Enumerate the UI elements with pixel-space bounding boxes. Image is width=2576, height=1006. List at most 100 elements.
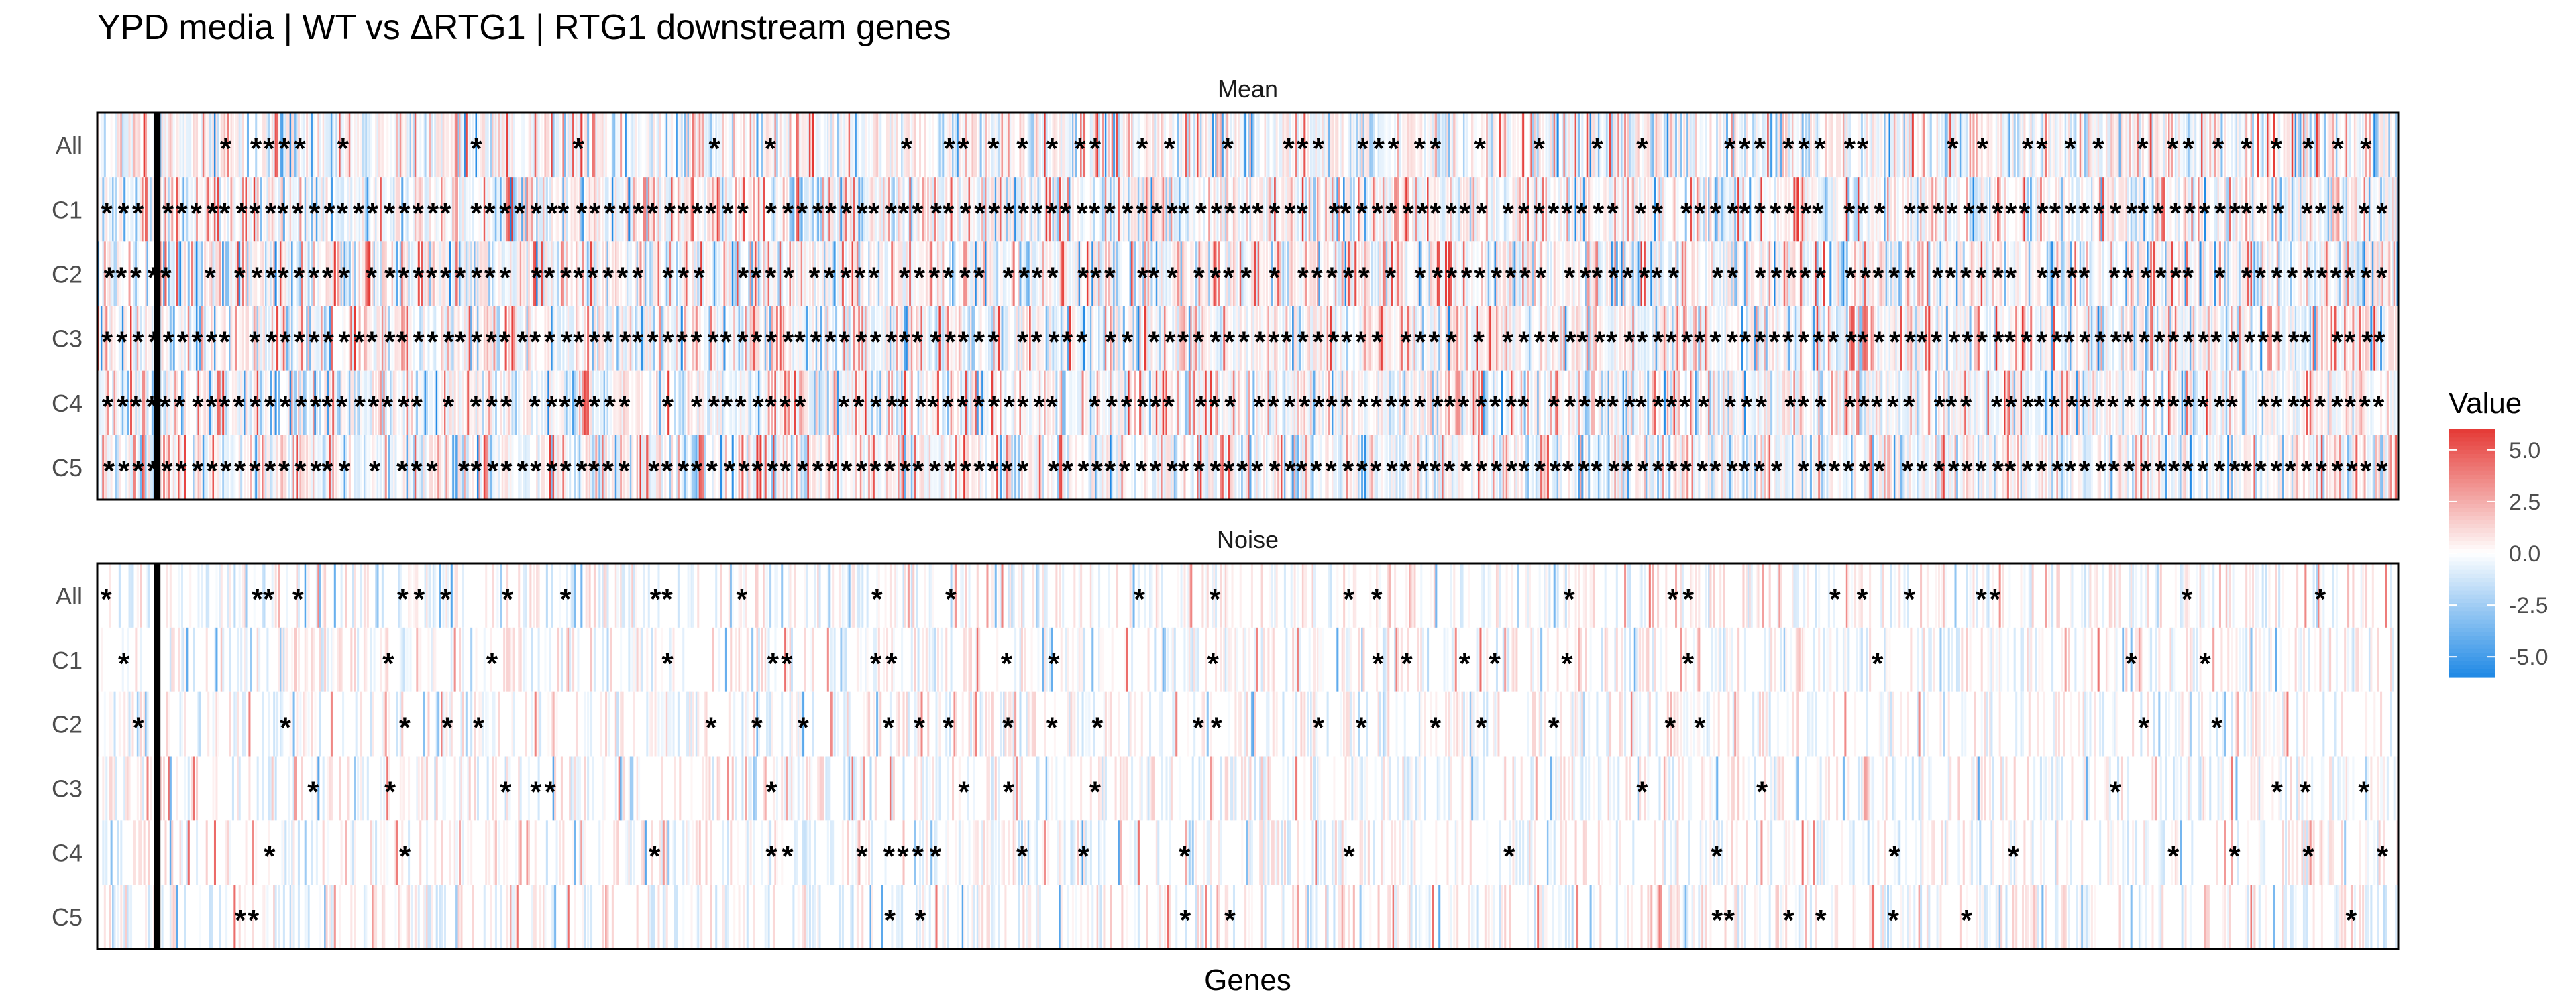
heatmap-cell bbox=[963, 177, 966, 242]
heatmap-cell bbox=[348, 241, 351, 306]
heatmap-cell bbox=[641, 370, 643, 435]
heatmap-cell bbox=[2039, 177, 2042, 242]
significance-star: * bbox=[427, 326, 439, 359]
significance-star: * bbox=[1104, 197, 1116, 229]
heatmap-cell bbox=[968, 177, 971, 242]
heatmap-cell bbox=[1782, 241, 1784, 306]
heatmap-cell bbox=[455, 306, 458, 371]
heatmap-cell bbox=[855, 113, 857, 178]
heatmap-cell bbox=[1915, 177, 1917, 242]
heatmap-cell bbox=[1801, 241, 1804, 306]
heatmap-cell bbox=[2260, 241, 2263, 306]
significance-star: * bbox=[426, 261, 438, 294]
heatmap-cell bbox=[718, 306, 721, 371]
significance-star: * bbox=[912, 326, 924, 359]
heatmap-cell bbox=[914, 177, 916, 242]
heatmap-cell bbox=[2173, 241, 2176, 306]
heatmap-cell bbox=[241, 113, 244, 178]
heatmap-cell bbox=[179, 113, 182, 178]
heatmap-cell bbox=[1191, 241, 1194, 306]
significance-star: * bbox=[2139, 326, 2151, 359]
heatmap-cell bbox=[853, 241, 856, 306]
heatmap-cell bbox=[2188, 241, 2190, 306]
heatmap-cell bbox=[168, 113, 170, 178]
significance-star: * bbox=[1976, 326, 1988, 359]
heatmap-cell bbox=[166, 177, 168, 242]
heatmap-cell bbox=[720, 241, 722, 306]
heatmap-cell bbox=[1594, 177, 1597, 242]
heatmap-cell bbox=[1860, 177, 1863, 242]
heatmap-cell bbox=[1633, 113, 1636, 178]
heatmap-cell bbox=[2086, 241, 2088, 306]
heatmap-cell bbox=[1387, 113, 1390, 178]
heatmap-cell bbox=[1725, 177, 1728, 242]
heatmap-cell bbox=[1943, 177, 1945, 242]
heatmap-cell bbox=[1134, 306, 1136, 371]
heatmap-cell bbox=[1464, 177, 1467, 242]
heatmap-cell bbox=[1988, 241, 1991, 306]
heatmap-cell bbox=[2235, 177, 2238, 242]
heatmap-cell bbox=[2118, 113, 2121, 178]
heatmap-cell bbox=[996, 306, 999, 371]
heatmap-cell bbox=[896, 177, 898, 242]
heatmap-cell bbox=[1293, 177, 1296, 242]
heatmap-cell bbox=[488, 306, 491, 371]
heatmap-cell bbox=[674, 370, 676, 435]
heatmap-cell bbox=[647, 113, 650, 178]
heatmap-cell bbox=[1110, 177, 1112, 242]
heatmap-cell bbox=[2242, 241, 2245, 306]
heatmap-cell bbox=[2061, 241, 2063, 306]
significance-star: * bbox=[1727, 261, 1739, 294]
heatmap-cell bbox=[1911, 113, 1914, 178]
heatmap-cell bbox=[598, 306, 601, 371]
heatmap-cell bbox=[460, 113, 463, 178]
heatmap-cell bbox=[1938, 241, 1941, 306]
heatmap-cell bbox=[1093, 241, 1095, 306]
significance-star: * bbox=[280, 326, 292, 359]
heatmap-cell bbox=[534, 241, 537, 306]
heatmap-cell bbox=[1205, 241, 1208, 306]
heatmap-cell bbox=[1244, 177, 1247, 242]
heatmap-cell bbox=[394, 241, 397, 306]
heatmap-cell bbox=[1131, 113, 1134, 178]
heatmap-cell bbox=[396, 177, 398, 242]
heatmap-cell bbox=[603, 177, 606, 242]
heatmap-cell bbox=[896, 306, 898, 371]
heatmap-cell bbox=[1340, 113, 1342, 178]
heatmap-cell bbox=[109, 241, 111, 306]
heatmap-cell bbox=[1823, 241, 1825, 306]
heatmap-cell bbox=[985, 113, 987, 178]
heatmap-cell bbox=[593, 306, 596, 371]
significance-star: * bbox=[602, 261, 614, 294]
heatmap-cell bbox=[172, 306, 175, 371]
heatmap-cell bbox=[2380, 177, 2383, 242]
heatmap-cell bbox=[1349, 241, 1352, 306]
heatmap-cell bbox=[1936, 241, 1939, 306]
heatmap-cell bbox=[1532, 241, 1534, 306]
heatmap-cell bbox=[2363, 241, 2366, 306]
heatmap-cell bbox=[697, 241, 700, 306]
significance-star: * bbox=[1104, 261, 1116, 294]
heatmap-cell bbox=[638, 113, 641, 178]
heatmap-cell bbox=[1089, 306, 1092, 371]
heatmap-cell bbox=[1395, 306, 1398, 371]
heatmap-cell bbox=[483, 306, 486, 371]
heatmap-cell bbox=[1315, 113, 1318, 178]
heatmap-cell bbox=[2035, 177, 2037, 242]
heatmap-cell bbox=[296, 241, 299, 306]
significance-star: * bbox=[2154, 326, 2166, 359]
significance-star: * bbox=[1992, 197, 2004, 229]
significance-star: * bbox=[2300, 326, 2312, 359]
heatmap-cell bbox=[1637, 113, 1640, 178]
significance-star: * bbox=[2019, 197, 2031, 229]
heatmap-cell bbox=[2357, 113, 2359, 178]
heatmap-cell bbox=[598, 113, 601, 178]
heatmap-cell bbox=[429, 241, 431, 306]
heatmap-cell bbox=[676, 306, 678, 371]
heatmap-cell bbox=[1725, 113, 1728, 178]
heatmap-cell bbox=[1576, 177, 1579, 242]
heatmap-cell bbox=[649, 306, 652, 371]
significance-star: * bbox=[1502, 326, 1514, 359]
heatmap-cell bbox=[390, 177, 392, 242]
significance-star: * bbox=[1770, 197, 1782, 229]
